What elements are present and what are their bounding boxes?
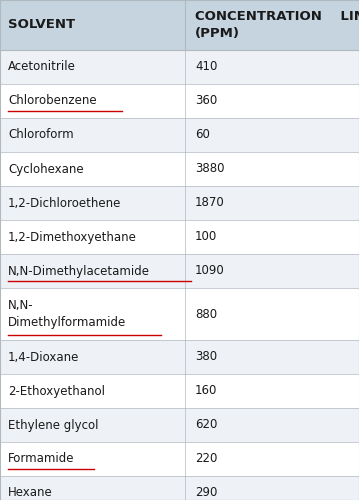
Text: SOLVENT: SOLVENT	[8, 18, 75, 32]
Bar	[0, 408, 359, 442]
Text: 100: 100	[195, 230, 217, 243]
Bar	[0, 118, 359, 152]
Text: Acetonitrile: Acetonitrile	[8, 60, 76, 74]
Text: 620: 620	[195, 418, 218, 432]
Bar	[0, 220, 359, 254]
Text: 360: 360	[195, 94, 217, 108]
Text: 380: 380	[195, 350, 217, 364]
Text: 880: 880	[195, 308, 217, 320]
Text: 160: 160	[195, 384, 218, 398]
Text: 290: 290	[195, 486, 218, 500]
Text: Hexane: Hexane	[8, 486, 53, 500]
Bar	[0, 50, 359, 84]
Bar	[0, 84, 359, 118]
Text: 1,2-Dichloroethene: 1,2-Dichloroethene	[8, 196, 121, 209]
Bar	[0, 254, 359, 288]
Text: 1,4-Dioxane: 1,4-Dioxane	[8, 350, 79, 364]
Bar	[0, 152, 359, 186]
Bar	[0, 288, 359, 340]
Text: Chlorobenzene: Chlorobenzene	[8, 94, 97, 108]
Text: Chloroform: Chloroform	[8, 128, 74, 141]
Text: 1090: 1090	[195, 264, 225, 278]
Text: 2-Ethoxyethanol: 2-Ethoxyethanol	[8, 384, 105, 398]
Text: 1870: 1870	[195, 196, 225, 209]
Bar	[0, 0, 359, 50]
Text: N,N-
Dimethylformamide: N,N- Dimethylformamide	[8, 299, 126, 329]
Text: 60: 60	[195, 128, 210, 141]
Text: 410: 410	[195, 60, 218, 74]
Text: 220: 220	[195, 452, 218, 466]
Bar	[0, 442, 359, 476]
Text: Formamide: Formamide	[8, 452, 75, 466]
Text: Ethylene glycol: Ethylene glycol	[8, 418, 98, 432]
Text: Cyclohexane: Cyclohexane	[8, 162, 84, 175]
Bar	[0, 476, 359, 500]
Bar	[0, 374, 359, 408]
Text: CONCENTRATION    LIMIT
(PPM): CONCENTRATION LIMIT (PPM)	[195, 10, 359, 40]
Text: N,N-Dimethylacetamide: N,N-Dimethylacetamide	[8, 264, 150, 278]
Bar	[0, 340, 359, 374]
Bar	[0, 186, 359, 220]
Text: 3880: 3880	[195, 162, 224, 175]
Text: 1,2-Dimethoxyethane: 1,2-Dimethoxyethane	[8, 230, 137, 243]
